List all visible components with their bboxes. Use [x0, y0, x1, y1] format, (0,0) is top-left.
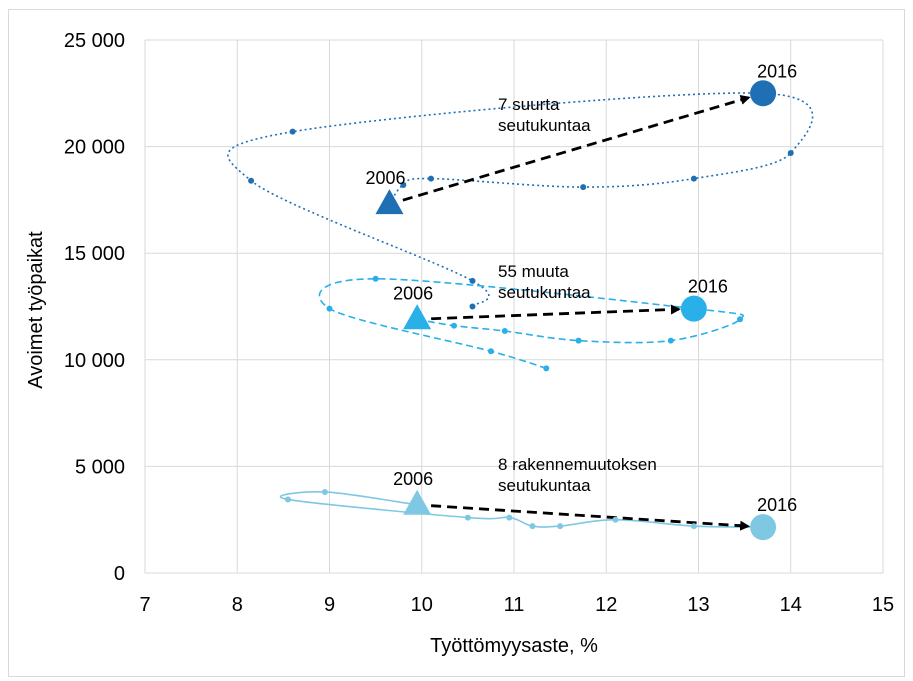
x-tick-label: 7	[139, 594, 150, 616]
series-2-point	[326, 305, 333, 312]
gridlines	[144, 39, 884, 574]
x-tick-label: 13	[687, 594, 709, 616]
series-2-point	[451, 322, 458, 329]
series-2-point	[737, 316, 744, 323]
label-55-muuta: 55 muuta seutukuntaa	[498, 262, 591, 302]
x-tick-label: 8	[232, 594, 243, 616]
series-2-end-year: 2016	[688, 277, 728, 297]
series-1-point	[469, 303, 476, 310]
series-1-start-year: 2006	[365, 168, 405, 188]
series-1-trend-arrow	[402, 95, 751, 202]
series-3-point	[284, 496, 291, 503]
series-3-start-year: 2006	[393, 469, 433, 489]
label-7-suurta-line: seutukuntaa	[498, 116, 591, 135]
series-1-end-year: 2016	[757, 61, 797, 81]
label-55-muuta-line: seutukuntaa	[498, 283, 591, 302]
x-axis-ticks: 7 8 9 10 11 12 13 14 15	[139, 594, 894, 616]
series-2-point	[667, 337, 674, 344]
series-3-point	[529, 523, 536, 530]
y-axis-title: Avoimet työpaikat	[25, 231, 47, 389]
series-3-end-marker	[750, 514, 777, 541]
series-2-point	[575, 337, 582, 344]
x-axis-title: Työttömyysaste, %	[430, 635, 598, 657]
series-1-point	[248, 177, 255, 184]
series-2-point	[372, 275, 379, 282]
y-tick-label: 10 000	[64, 350, 125, 372]
series-1-point	[690, 175, 697, 182]
series-2-point	[501, 328, 508, 335]
series-2-trend-arrow	[431, 304, 681, 321]
series-1-start-marker	[375, 189, 404, 215]
series-2-point	[487, 348, 494, 355]
series-3-point	[506, 514, 513, 521]
series-3-point	[690, 523, 697, 530]
x-tick-label: 10	[411, 594, 433, 616]
series-3-point	[464, 514, 471, 521]
y-axis-ticks: 0 5 000 10 000 15 000 20 000 25 000	[64, 30, 125, 585]
series-1-point	[427, 175, 434, 182]
series-1-end-marker	[750, 80, 777, 107]
series-2-point	[543, 365, 550, 372]
y-tick-label: 5 000	[75, 456, 125, 478]
x-tick-label: 12	[595, 594, 617, 616]
label-8-rakenne-line: seutukuntaa	[498, 476, 591, 495]
series-3-start-marker	[403, 489, 432, 515]
series-markers	[248, 80, 794, 541]
series-1-point	[787, 149, 794, 156]
label-7-suurta: 7 suurta seutukuntaa	[498, 95, 591, 135]
series-2-start-year: 2006	[393, 283, 433, 303]
series-1-point	[400, 181, 407, 188]
x-tick-label: 15	[872, 594, 894, 616]
series-3-end-year: 2016	[757, 495, 797, 515]
x-tick-label: 11	[504, 594, 525, 616]
series-1-point	[580, 184, 587, 191]
x-tick-label: 14	[780, 594, 802, 616]
annotation-labels: 2006 2016 2006 2016 2006 2016 7 suurta seutukun…	[365, 61, 797, 515]
series-1-point	[289, 128, 296, 135]
label-8-rakenne-line: 8 rakennemuutoksen	[498, 455, 657, 474]
series-3-point	[557, 523, 564, 530]
series-1-line	[227, 92, 814, 308]
series-3-point	[612, 516, 619, 523]
label-7-suurta-line: 7 suurta	[498, 95, 560, 114]
y-tick-label: 15 000	[64, 243, 125, 265]
x-tick-label: 9	[324, 594, 335, 616]
y-tick-label: 25 000	[64, 30, 125, 52]
series-3-trend-arrow	[431, 504, 751, 531]
series-2-end-marker	[680, 295, 707, 322]
series-3-point	[321, 488, 328, 495]
y-tick-label: 0	[114, 563, 125, 585]
series-1-point	[469, 277, 476, 284]
trend-arrows	[402, 95, 751, 531]
label-55-muuta-line: 55 muuta	[498, 262, 569, 281]
series-2-start-marker	[403, 304, 432, 330]
label-8-rakenne: 8 rakennemuutoksen seutukuntaa	[498, 455, 657, 495]
y-tick-label: 20 000	[64, 137, 125, 159]
